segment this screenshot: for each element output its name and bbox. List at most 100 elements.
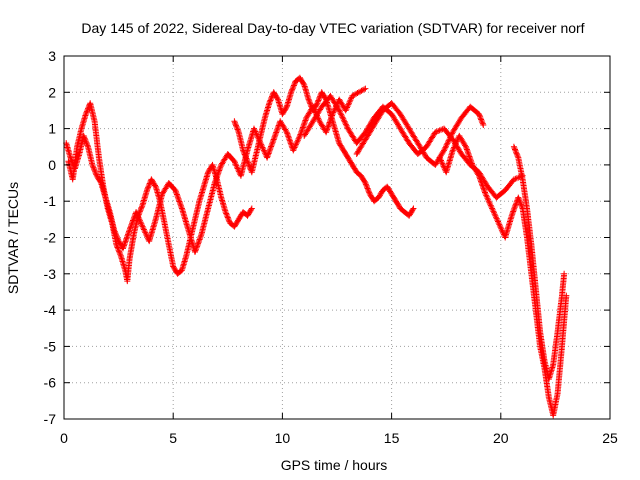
data-point-segment xyxy=(231,217,241,230)
data-point-segment xyxy=(98,180,109,200)
data-point-segment xyxy=(85,143,95,167)
y-tick-label: -2 xyxy=(44,230,57,246)
data-point-segment xyxy=(476,111,486,127)
data-point-segment xyxy=(244,206,255,219)
data-point-segment xyxy=(270,89,281,102)
data-point xyxy=(480,121,487,128)
data-point-segment xyxy=(532,285,543,334)
data-point-segment xyxy=(502,214,515,241)
data-point-segment xyxy=(524,205,535,247)
data-point-segment xyxy=(397,205,407,215)
data-point-segment xyxy=(462,143,475,167)
data-point-segment xyxy=(124,257,133,285)
data-point-segment xyxy=(467,103,481,117)
data-point-segment xyxy=(545,363,556,383)
data-point-segment xyxy=(388,100,403,116)
y-tick-label: -6 xyxy=(44,375,57,391)
data-point-segment xyxy=(161,220,172,247)
data-point-segment xyxy=(528,241,539,290)
data-point-segment xyxy=(519,176,530,210)
data-point-segment xyxy=(482,190,495,210)
data-point-segment xyxy=(279,105,289,118)
data-point-segment xyxy=(165,241,176,268)
data-point-segment xyxy=(469,161,482,178)
y-tick-label: -1 xyxy=(44,193,57,209)
data-point-segment xyxy=(336,107,351,131)
data-point-segment xyxy=(152,192,165,223)
data-point xyxy=(248,205,255,212)
data-point-segment xyxy=(493,188,508,201)
data-point-segment xyxy=(165,180,178,193)
data-point-segment xyxy=(388,111,403,131)
data-point-segment xyxy=(550,330,561,368)
data-point-segment xyxy=(362,116,377,136)
series-track-2 xyxy=(63,85,369,255)
data-point-segment xyxy=(148,176,158,189)
data-point-segment xyxy=(537,328,548,363)
data-point-segment xyxy=(406,206,416,219)
data-point-segment xyxy=(133,209,145,229)
data-point-segment xyxy=(301,82,312,102)
x-tick-label: 0 xyxy=(60,430,68,446)
data-point-segment xyxy=(200,170,211,190)
data-point-segment xyxy=(502,177,516,194)
data-point-segment xyxy=(515,154,526,181)
x-tick-label: 15 xyxy=(384,430,400,446)
y-tick-label: -7 xyxy=(44,411,57,427)
data-point-segment xyxy=(388,190,399,203)
data-point-segment xyxy=(117,252,128,272)
y-tick-label: -5 xyxy=(44,338,57,354)
data-point-segment xyxy=(192,199,202,223)
data-point-segment xyxy=(327,92,342,113)
data-point-segment xyxy=(277,118,289,134)
data-point-segment xyxy=(554,294,565,335)
data-point-segment xyxy=(296,74,307,87)
data-point-segment xyxy=(349,90,361,99)
data-point-segment xyxy=(353,169,363,178)
data-point-segment xyxy=(174,268,184,277)
data-point-segment xyxy=(375,188,386,201)
data-point-segment xyxy=(120,228,132,252)
data-point-segment xyxy=(235,129,246,152)
data-point-segment xyxy=(397,125,412,145)
series-track-3 xyxy=(231,74,417,219)
data-point-segment xyxy=(353,137,368,157)
data-point-segment xyxy=(102,194,113,214)
data-point-segment xyxy=(510,143,521,160)
chart-title: Day 145 of 2022, Sidereal Day-to-day VTE… xyxy=(81,20,584,36)
data-point-segment xyxy=(344,125,359,145)
x-tick-label: 10 xyxy=(275,430,291,446)
data-point-segment xyxy=(91,118,102,160)
data-point-segment xyxy=(353,130,368,147)
data-point-segment xyxy=(336,140,346,153)
data-point-segment xyxy=(393,198,403,211)
data-point-segment xyxy=(198,207,211,237)
y-tick-label: 0 xyxy=(48,157,56,173)
data-point-segment xyxy=(340,147,351,160)
data-point-segment xyxy=(432,126,446,136)
data-point-segment xyxy=(74,127,85,150)
data-point-segment xyxy=(178,205,192,232)
data-point-segment xyxy=(301,119,316,139)
data-point-segment xyxy=(554,345,565,397)
data-point-segment xyxy=(423,130,438,150)
data-point-segment xyxy=(240,147,250,163)
data-point-segment xyxy=(559,272,567,299)
data-point-segment xyxy=(78,112,89,132)
data-point-segment xyxy=(524,234,535,276)
y-tick-label: -4 xyxy=(44,302,57,318)
data-point-segment xyxy=(106,209,117,232)
data-point-segment xyxy=(406,125,420,145)
data-point xyxy=(362,85,369,92)
series-track-7 xyxy=(510,143,568,383)
data-point-segment xyxy=(397,111,412,131)
data-point-segment xyxy=(443,148,456,176)
data-point-segment xyxy=(310,105,324,125)
data-point-segment xyxy=(456,132,468,149)
x-tick-label: 25 xyxy=(602,430,618,446)
data-point-segment xyxy=(71,152,82,172)
data-point-segment xyxy=(550,392,561,419)
